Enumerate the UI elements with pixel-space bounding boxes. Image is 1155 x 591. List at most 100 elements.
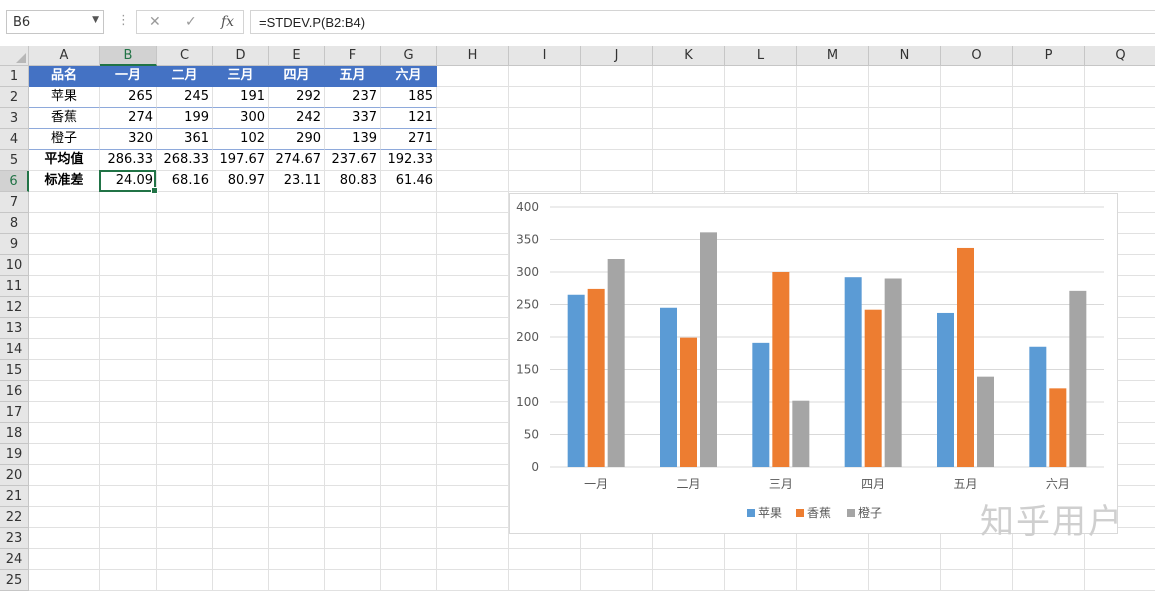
cell[interactable] [100, 192, 157, 213]
row-header-3[interactable]: 3 [0, 108, 29, 129]
cell[interactable] [797, 108, 869, 129]
cell[interactable] [29, 570, 100, 591]
cell[interactable] [100, 549, 157, 570]
cell[interactable] [509, 66, 581, 87]
cell[interactable] [29, 360, 100, 381]
enter-icon[interactable]: ✓ [185, 14, 197, 30]
column-header-g[interactable]: G [381, 46, 437, 66]
cell[interactable] [1085, 234, 1155, 255]
data-cell[interactable]: 286.33 [100, 150, 157, 171]
data-cell[interactable]: 265 [100, 87, 157, 108]
cell[interactable] [213, 360, 269, 381]
data-cell[interactable]: 80.97 [213, 171, 269, 192]
cell[interactable] [325, 444, 381, 465]
cell[interactable] [381, 360, 437, 381]
cell[interactable] [437, 171, 509, 192]
cell[interactable] [157, 192, 213, 213]
cell[interactable] [725, 570, 797, 591]
cell[interactable] [157, 360, 213, 381]
cell[interactable] [437, 276, 509, 297]
data-cell[interactable]: 268.33 [157, 150, 213, 171]
column-header-l[interactable]: L [725, 46, 797, 66]
cell[interactable] [213, 444, 269, 465]
data-cell[interactable]: 80.83 [325, 171, 381, 192]
cell[interactable] [869, 150, 941, 171]
cell[interactable] [581, 129, 653, 150]
cell[interactable] [157, 276, 213, 297]
cell[interactable] [725, 66, 797, 87]
cell[interactable] [941, 108, 1013, 129]
cell[interactable] [381, 528, 437, 549]
cell[interactable] [1013, 549, 1085, 570]
cell[interactable] [29, 276, 100, 297]
cell[interactable] [213, 192, 269, 213]
cell[interactable] [269, 255, 325, 276]
cell[interactable] [1085, 570, 1155, 591]
cell[interactable] [157, 213, 213, 234]
cell[interactable] [213, 402, 269, 423]
cell[interactable] [437, 213, 509, 234]
cell[interactable] [29, 528, 100, 549]
column-header-q[interactable]: Q [1085, 46, 1155, 66]
cell[interactable] [1085, 108, 1155, 129]
cell[interactable] [381, 444, 437, 465]
cell[interactable] [213, 339, 269, 360]
row-label[interactable]: 橙子 [29, 129, 100, 150]
row-header-8[interactable]: 8 [0, 213, 29, 234]
cell[interactable] [653, 129, 725, 150]
cell[interactable] [1085, 192, 1155, 213]
cell[interactable] [437, 87, 509, 108]
data-cell[interactable]: 290 [269, 129, 325, 150]
table-header-month[interactable]: 六月 [381, 66, 437, 87]
cell[interactable] [381, 276, 437, 297]
cell[interactable] [725, 108, 797, 129]
drag-handle-icon[interactable]: ⋮ [117, 13, 130, 28]
cell[interactable] [941, 528, 1013, 549]
row-header-1[interactable]: 1 [0, 66, 29, 87]
cell[interactable] [581, 66, 653, 87]
cell[interactable] [100, 507, 157, 528]
table-header-month[interactable]: 三月 [213, 66, 269, 87]
cell[interactable] [1085, 507, 1155, 528]
cell[interactable] [381, 318, 437, 339]
cell[interactable] [869, 129, 941, 150]
cell[interactable] [1085, 339, 1155, 360]
cell[interactable] [381, 213, 437, 234]
cell[interactable] [100, 381, 157, 402]
cell[interactable] [381, 381, 437, 402]
table-header-name[interactable]: 品名 [29, 66, 100, 87]
cell[interactable] [869, 108, 941, 129]
cell[interactable] [1013, 87, 1085, 108]
table-header-month[interactable]: 二月 [157, 66, 213, 87]
cell[interactable] [437, 192, 509, 213]
cell[interactable] [941, 129, 1013, 150]
cell[interactable] [213, 318, 269, 339]
cell[interactable] [157, 570, 213, 591]
cell[interactable] [213, 423, 269, 444]
cell[interactable] [1085, 381, 1155, 402]
cell[interactable] [437, 528, 509, 549]
cell[interactable] [213, 528, 269, 549]
table-header-month[interactable]: 五月 [325, 66, 381, 87]
row-label[interactable]: 平均值 [29, 150, 100, 171]
cell[interactable] [100, 276, 157, 297]
cell[interactable] [869, 66, 941, 87]
cell[interactable] [381, 465, 437, 486]
row-label[interactable]: 苹果 [29, 87, 100, 108]
cell[interactable] [325, 192, 381, 213]
cell[interactable] [29, 255, 100, 276]
cell[interactable] [325, 255, 381, 276]
cell[interactable] [653, 549, 725, 570]
cell[interactable] [509, 87, 581, 108]
data-cell[interactable]: 300 [213, 108, 269, 129]
cell[interactable] [437, 150, 509, 171]
cell[interactable] [325, 507, 381, 528]
cell[interactable] [797, 87, 869, 108]
column-header-o[interactable]: O [941, 46, 1013, 66]
data-cell[interactable]: 61.46 [381, 171, 437, 192]
cell[interactable] [725, 528, 797, 549]
cell[interactable] [1013, 528, 1085, 549]
column-header-j[interactable]: J [581, 46, 653, 66]
cell[interactable] [725, 150, 797, 171]
row-header-25[interactable]: 25 [0, 570, 29, 591]
